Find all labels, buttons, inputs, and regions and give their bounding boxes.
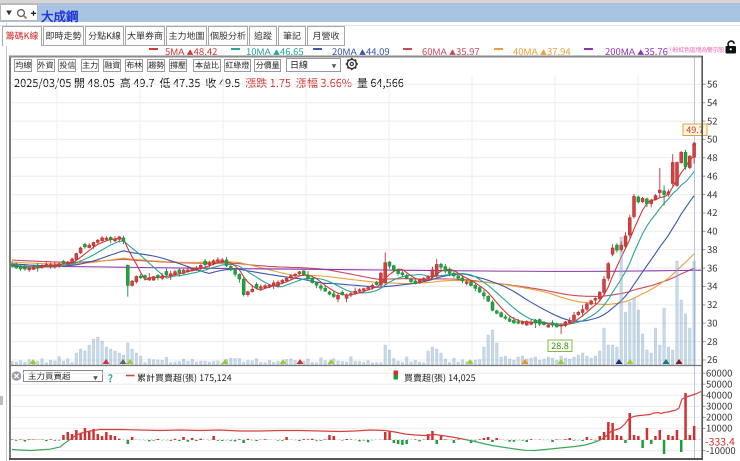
svg-text:60000: 60000 xyxy=(706,365,732,379)
svg-text:40: 40 xyxy=(707,224,718,238)
svg-text:36: 36 xyxy=(707,260,718,274)
svg-text:54: 54 xyxy=(707,95,718,109)
svg-text:30: 30 xyxy=(707,315,718,329)
svg-text:44: 44 xyxy=(707,187,718,201)
svg-text:-10000: -10000 xyxy=(706,443,736,457)
svg-text:10000: 10000 xyxy=(706,421,732,435)
svg-text:49.7: 49.7 xyxy=(686,123,704,136)
svg-text:28.8: 28.8 xyxy=(551,339,569,352)
svg-text:56: 56 xyxy=(707,77,718,91)
svg-text:42: 42 xyxy=(707,205,718,219)
svg-text:38: 38 xyxy=(707,242,718,256)
svg-text:52: 52 xyxy=(707,113,718,127)
svg-text:48: 48 xyxy=(707,150,718,164)
svg-text:46: 46 xyxy=(707,168,718,182)
svg-text:32: 32 xyxy=(707,297,718,311)
svg-text:28: 28 xyxy=(707,334,718,348)
svg-text:26: 26 xyxy=(707,352,718,366)
svg-text:30000: 30000 xyxy=(706,399,732,413)
svg-text:20000: 20000 xyxy=(706,410,732,424)
svg-text:40000: 40000 xyxy=(706,388,732,402)
svg-text:34: 34 xyxy=(707,279,718,293)
svg-text:-333.4: -333.4 xyxy=(705,435,735,450)
svg-text:50000: 50000 xyxy=(706,376,732,390)
svg-text:50: 50 xyxy=(707,132,718,146)
